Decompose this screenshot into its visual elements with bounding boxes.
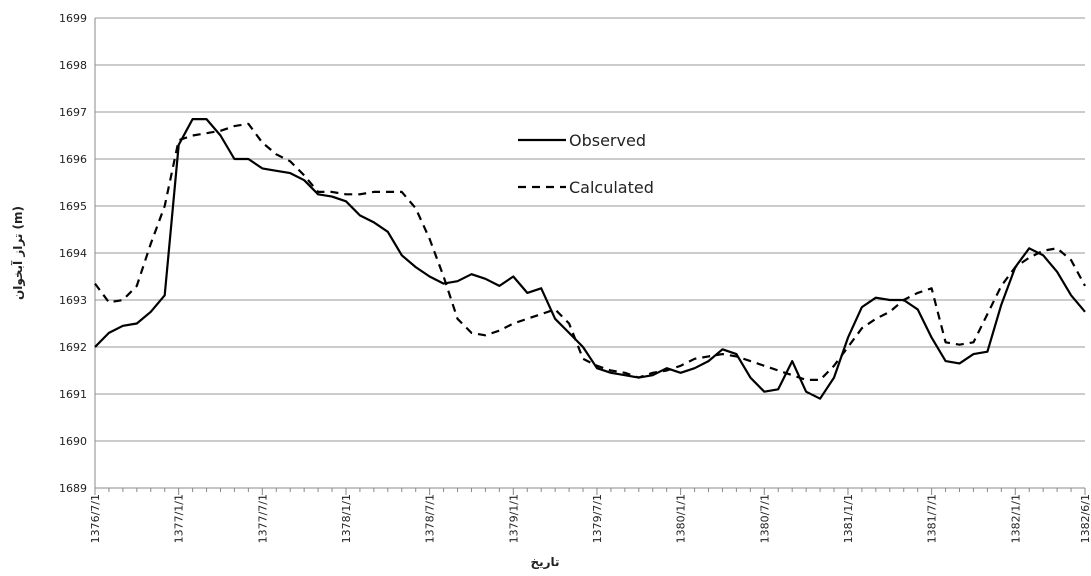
y-tick-label: 1697 — [59, 106, 87, 119]
x-tick-label: 1379/7/1 — [591, 494, 604, 543]
x-tick-label: 1380/1/1 — [675, 494, 688, 543]
y-tick-label: 1692 — [59, 341, 87, 354]
x-tick-label: 1382/6/1 — [1079, 494, 1091, 543]
x-tick-label: 1376/7/1 — [89, 494, 102, 543]
legend-label: Calculated — [569, 178, 654, 197]
series-line — [94, 118, 1086, 400]
y-tick-label: 1699 — [59, 12, 87, 25]
y-tick-label: 1698 — [59, 59, 87, 72]
y-tick-label: 1694 — [59, 247, 87, 260]
x-tick-label: 1377/7/1 — [256, 494, 269, 543]
x-axis-title: تاریخ — [530, 555, 559, 569]
x-tick-label: 1382/1/1 — [1009, 494, 1022, 543]
x-tick-label: 1378/1/1 — [340, 494, 353, 543]
y-tick-label: 1690 — [59, 435, 87, 448]
y-tick-label: 1693 — [59, 294, 87, 307]
y-tick-label: 1696 — [59, 153, 87, 166]
y-axis-title: تراز آبخوان (m) — [10, 206, 26, 300]
x-tick-label: 1377/1/1 — [173, 494, 186, 543]
x-tick-label: 1378/7/1 — [424, 494, 437, 543]
x-tick-label: 1379/1/1 — [507, 494, 520, 543]
series-line — [94, 122, 1086, 381]
y-tick-label: 1691 — [59, 388, 87, 401]
x-tick-label: 1380/7/1 — [758, 494, 771, 543]
x-tick-label: 1381/1/1 — [842, 494, 855, 543]
y-tick-label: 1689 — [59, 482, 87, 495]
y-tick-label: 1695 — [59, 200, 87, 213]
legend-label: Observed — [569, 131, 646, 150]
x-tick-label: 1381/7/1 — [926, 494, 939, 543]
